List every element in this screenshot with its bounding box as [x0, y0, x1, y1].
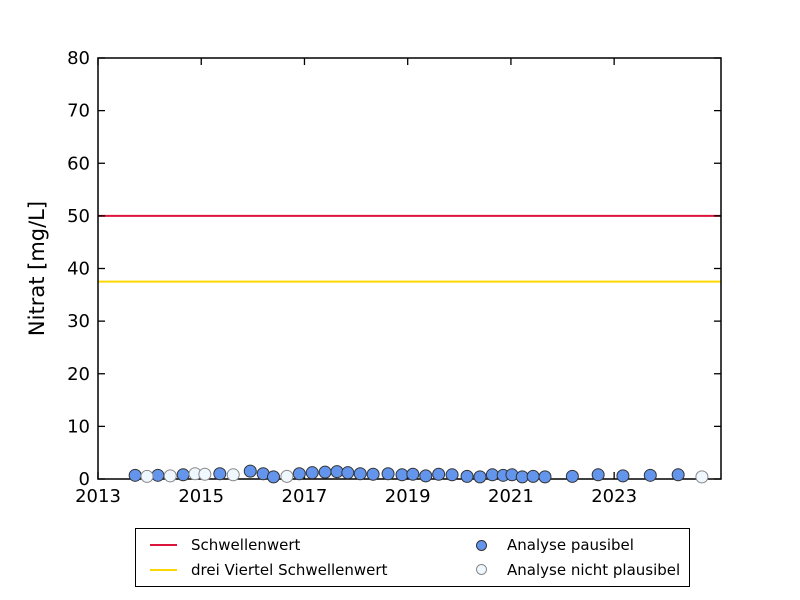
data-point-plausibel — [395, 468, 409, 482]
legend-label: Analyse nicht plausibel — [507, 560, 681, 579]
data-point-nicht-plausibel — [163, 469, 177, 483]
y-tick-label: 40 — [67, 259, 90, 280]
data-point-plausibel — [419, 469, 433, 483]
data-point-plausibel — [318, 465, 332, 479]
data-point-plausibel — [330, 465, 344, 479]
legend-item-schwellenwert: Schwellenwert — [142, 536, 460, 554]
data-point-plausibel — [353, 467, 367, 481]
y-tick-label: 50 — [67, 206, 90, 227]
data-point-plausibel — [538, 470, 552, 484]
data-point-plausibel — [460, 469, 474, 483]
data-point-plausibel — [526, 469, 540, 483]
y-tick-label: 30 — [67, 311, 90, 332]
x-tick-label: 2019 — [385, 486, 431, 507]
y-tick-label: 0 — [79, 469, 90, 490]
data-point-plausibel — [213, 467, 227, 481]
data-point-plausibel — [671, 468, 685, 482]
y-tick-label: 20 — [67, 364, 90, 385]
x-tick-label: 2013 — [75, 486, 121, 507]
data-point-plausibel — [292, 467, 306, 481]
y-tick-label: 70 — [67, 101, 90, 122]
x-tick-label: 2021 — [488, 486, 534, 507]
legend-label: Analyse pausibel — [507, 536, 634, 555]
open-circle-swatch-icon — [476, 564, 487, 576]
data-point-plausibel — [176, 468, 190, 482]
data-point-plausibel — [305, 466, 319, 480]
data-point-plausibel — [128, 468, 142, 482]
data-point-nicht-plausibel — [226, 468, 240, 482]
legend-item-analyse-pausibel: Analyse pausibel — [460, 536, 683, 554]
data-point-nicht-plausibel — [140, 469, 154, 483]
data-point-plausibel — [473, 470, 487, 484]
data-point-plausibel — [565, 469, 579, 483]
data-point-plausibel — [643, 468, 657, 482]
x-tick-label: 2023 — [591, 486, 637, 507]
data-point-plausibel — [616, 469, 630, 483]
legend-label: drei Viertel Schwellenwert — [191, 560, 388, 579]
legend-label: Schwellenwert — [191, 536, 301, 555]
data-point-plausibel — [432, 467, 446, 481]
data-point-plausibel — [151, 468, 165, 482]
data-point-plausibel — [445, 468, 459, 482]
data-point-nicht-plausibel — [280, 469, 294, 483]
data-point-nicht-plausibel — [198, 467, 212, 481]
legend-item-drei-viertel-schwellenwert: drei Viertel Schwellenwert — [142, 561, 460, 579]
data-point-plausibel — [341, 466, 355, 480]
y-tick-label: 10 — [67, 416, 90, 437]
data-point-plausibel — [381, 467, 395, 481]
y-axis-label: Nitrat [mg/L] — [25, 201, 49, 336]
axes-spines — [97, 57, 722, 480]
data-point-plausibel — [406, 467, 420, 481]
yellow-line-swatch-icon — [150, 568, 177, 571]
y-tick-label: 60 — [67, 153, 90, 174]
data-point-nicht-plausibel — [695, 470, 709, 484]
data-point-plausibel — [485, 468, 499, 482]
legend-item-analyse-nicht-plausibel: Analyse nicht plausibel — [460, 561, 683, 579]
x-tick-label: 2015 — [178, 486, 224, 507]
data-point-plausibel — [366, 467, 380, 481]
data-point-plausibel — [266, 470, 280, 484]
filled-circle-swatch-icon — [476, 539, 487, 551]
data-point-plausibel — [515, 470, 529, 484]
data-point-plausibel — [243, 464, 257, 478]
y-tick-label: 80 — [67, 48, 90, 69]
red-line-swatch-icon — [150, 544, 177, 547]
x-tick-label: 2017 — [282, 486, 328, 507]
data-point-plausibel — [591, 468, 605, 482]
legend: Schwellenwert drei Viertel Schwellenwert… — [135, 528, 690, 587]
